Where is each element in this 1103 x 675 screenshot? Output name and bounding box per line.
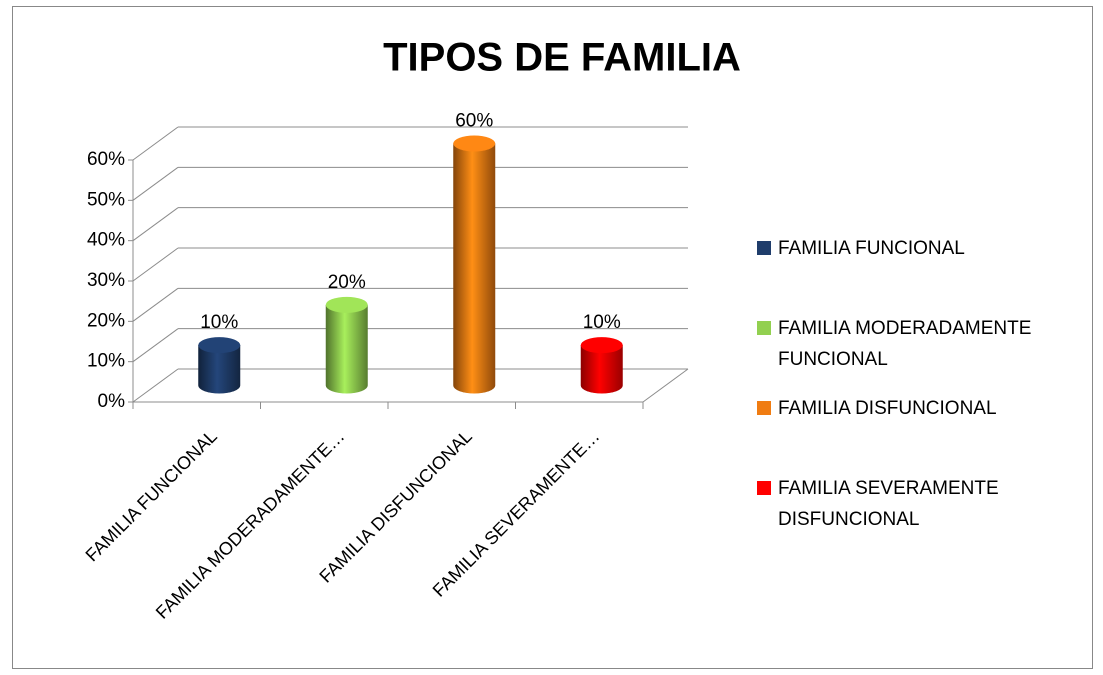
data-label: 10% [200, 312, 238, 333]
legend-label: FAMILIA DISFUNCIONAL [778, 398, 997, 419]
y-tick-label: 50% [87, 189, 125, 210]
chart-title: TIPOS DE FAMILIA [383, 36, 741, 80]
legend-swatch [757, 241, 771, 255]
legend-label: FAMILIA FUNCIONAL [778, 238, 965, 259]
legend-label: FAMILIA SEVERAMENTE DISFUNCIONAL [778, 478, 999, 530]
legend-swatch [757, 481, 771, 495]
grid-line [132, 287, 179, 322]
y-tick-label: 10% [87, 351, 125, 372]
data-label: 10% [583, 312, 621, 333]
legend-item: FAMILIA DISFUNCIONAL [757, 393, 1087, 424]
chart-border [12, 6, 1093, 669]
y-tick-label: 60% [87, 149, 125, 170]
legend-item: FAMILIA FUNCIONAL [757, 233, 1087, 264]
data-label: 60% [455, 111, 493, 132]
grid-line [132, 328, 179, 363]
grid-line [132, 368, 179, 403]
legend-swatch [757, 401, 771, 415]
grid-line [132, 126, 179, 161]
bar-top [580, 337, 623, 354]
bar-top [325, 296, 368, 313]
bar [580, 345, 623, 394]
legend-item: FAMILIA SEVERAMENTE DISFUNCIONAL [757, 473, 1087, 535]
grid-line [132, 166, 179, 201]
legend-item: FAMILIA MODERADAMENTE FUNCIONAL [757, 313, 1087, 375]
legend-swatch [757, 321, 771, 335]
bar-top [198, 337, 241, 354]
bar [325, 304, 368, 394]
y-tick-label: 40% [87, 230, 125, 251]
bar [453, 143, 496, 394]
bar-top [453, 135, 496, 152]
y-tick-label: 20% [87, 310, 125, 331]
bar [198, 345, 241, 394]
y-tick-label: 30% [87, 270, 125, 291]
grid-line [132, 247, 179, 282]
legend-label: FAMILIA MODERADAMENTE FUNCIONAL [778, 318, 1032, 370]
data-label: 20% [328, 272, 366, 293]
grid-line [132, 207, 179, 242]
y-tick-label: 0% [98, 391, 126, 412]
floor-right-edge [642, 368, 689, 403]
